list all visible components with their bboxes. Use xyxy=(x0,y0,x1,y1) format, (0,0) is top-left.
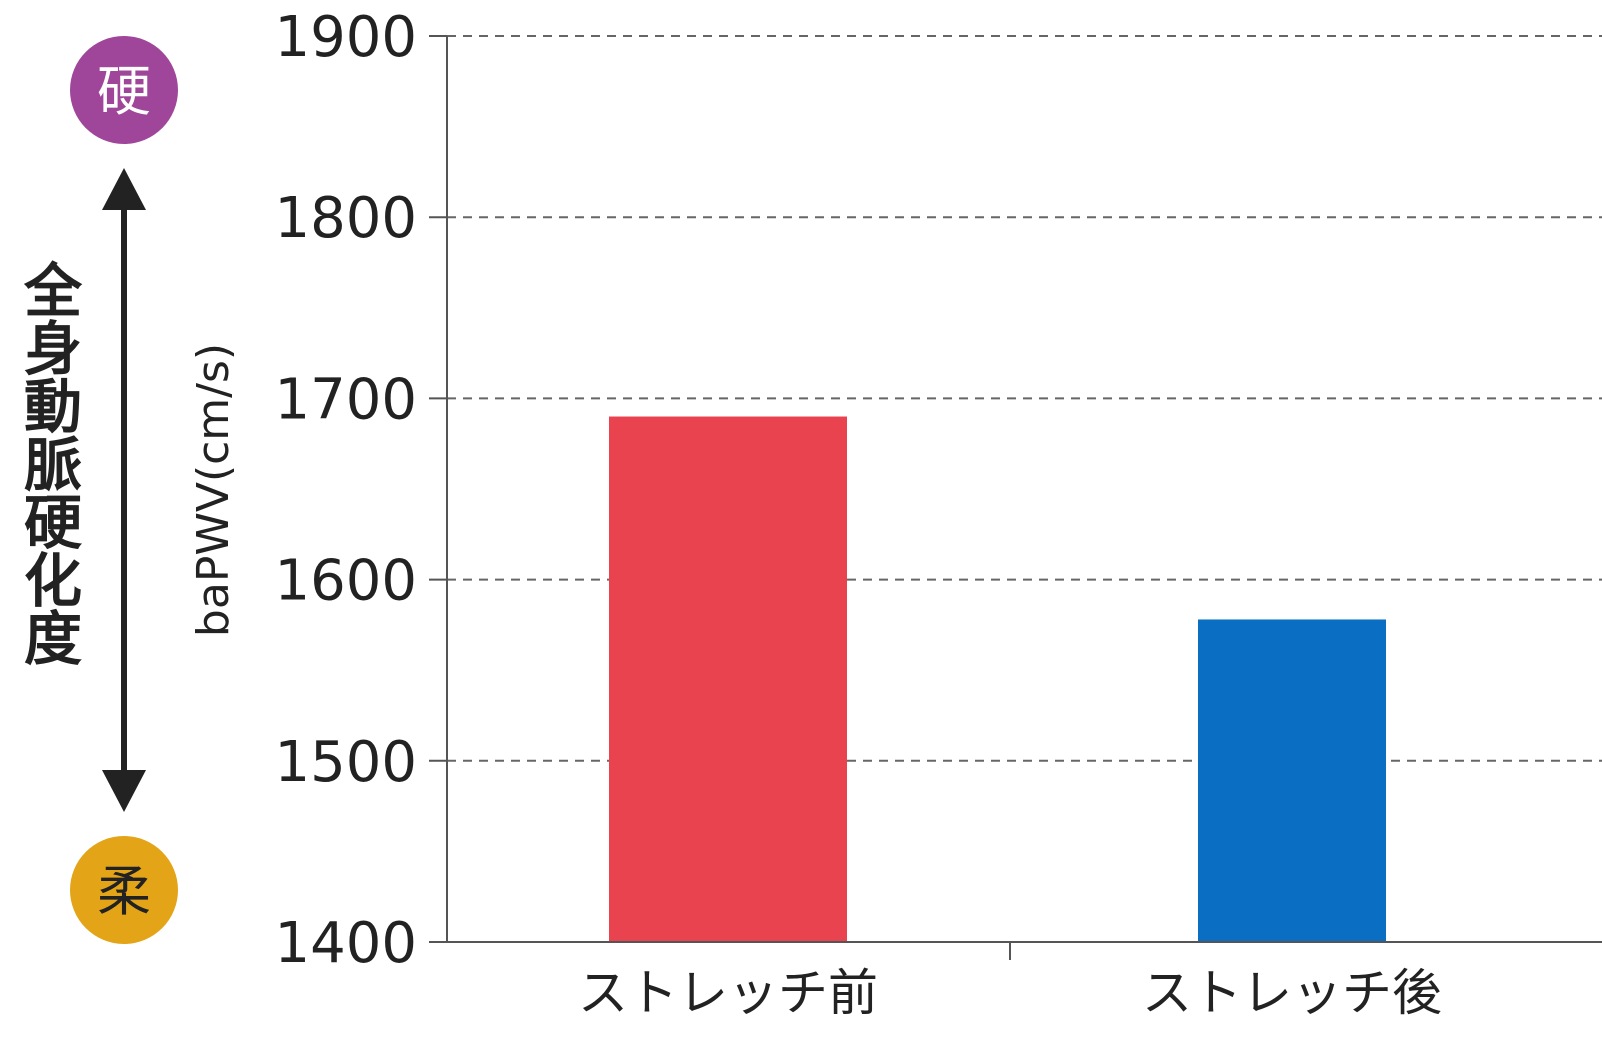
y-tick-label: 1500 xyxy=(274,730,417,795)
y-tick-labels: 1400 1500 1600 1700 1800 1900 xyxy=(274,5,417,976)
bar xyxy=(1198,619,1386,942)
bars xyxy=(609,416,1386,960)
y-tick-label: 1900 xyxy=(274,5,417,70)
y-tick-label: 1700 xyxy=(274,367,417,432)
soft-badge-text: 柔 xyxy=(97,860,151,923)
side-scale: 硬 柔 全身動脈硬化度 xyxy=(14,36,178,944)
x-tick-label: ストレッチ後 xyxy=(1142,964,1442,1022)
stiffness-label: 全身動脈硬化度 xyxy=(14,260,83,666)
x-tick-label: ストレッチ前 xyxy=(578,964,878,1022)
bar xyxy=(609,416,847,942)
double-arrow-icon xyxy=(102,168,146,812)
axes xyxy=(446,36,1602,943)
y-tick-label: 1600 xyxy=(274,549,417,614)
soft-badge xyxy=(70,836,178,944)
gridlines xyxy=(429,35,1602,943)
hard-badge xyxy=(70,36,178,144)
y-tick-label: 1400 xyxy=(274,911,417,976)
hard-badge-text: 硬 xyxy=(97,60,151,123)
y-axis-label: baPWV(cm/s) xyxy=(188,343,239,637)
y-tick-label: 1800 xyxy=(274,186,417,251)
x-tick-labels: ストレッチ前 ストレッチ後 xyxy=(578,964,1442,1022)
